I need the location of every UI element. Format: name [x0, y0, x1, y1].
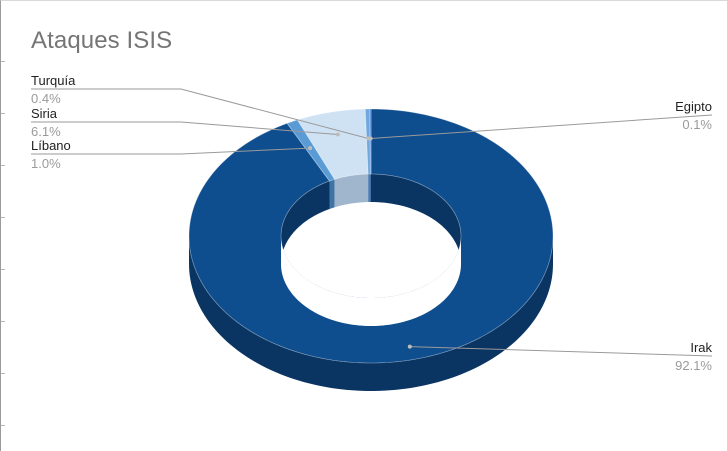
slice-percent-irak: 92.1%: [675, 358, 712, 373]
leader-line-egipto: [370, 114, 713, 139]
leader-dot-siria: [335, 132, 340, 137]
slice-percent-turquía: 0.4%: [31, 91, 61, 106]
frame-tick: [1, 61, 5, 62]
leader-line-líbano: [31, 147, 311, 155]
hole-wall-egipto: [370, 174, 371, 202]
slice-label-irak: Irak: [690, 340, 712, 355]
hole-wall-irak: [371, 174, 461, 264]
slice-label-líbano: Líbano: [31, 138, 71, 153]
leader-line-siria: [31, 121, 338, 135]
slice-percent-egipto: 0.1%: [682, 117, 712, 132]
slice-percent-líbano: 1.0%: [31, 156, 61, 171]
leader-dot-líbano: [308, 146, 313, 151]
hole-front: [281, 236, 461, 326]
leader-dot-irak: [407, 344, 412, 349]
frame-tick: [1, 321, 5, 322]
frame-tick: [1, 425, 5, 426]
frame-tick: [1, 269, 5, 270]
frame-tick: [1, 217, 5, 218]
frame-tick: [1, 113, 5, 114]
hole-wall-siria: [334, 174, 369, 208]
hole-wall-líbano: [329, 179, 335, 209]
chart-title: Ataques ISIS: [31, 27, 173, 54]
slice-percent-siria: 6.1%: [31, 124, 61, 139]
slice-label-egipto: Egipto: [675, 99, 712, 114]
frame-tick: [1, 165, 5, 166]
slice-label-siria: Siria: [31, 106, 58, 121]
hole-wall-turquía: [368, 174, 371, 203]
slice-egipto: [369, 108, 372, 175]
leader-line-turquía: [31, 88, 369, 139]
slice-label-turquía: Turquía: [31, 73, 76, 88]
frame-tick: [1, 373, 5, 374]
leader-dot-egipto: [368, 136, 373, 141]
slice-side-irak: [189, 236, 553, 391]
leader-line-irak: [409, 346, 713, 357]
hole-wall-irak: [281, 180, 330, 264]
